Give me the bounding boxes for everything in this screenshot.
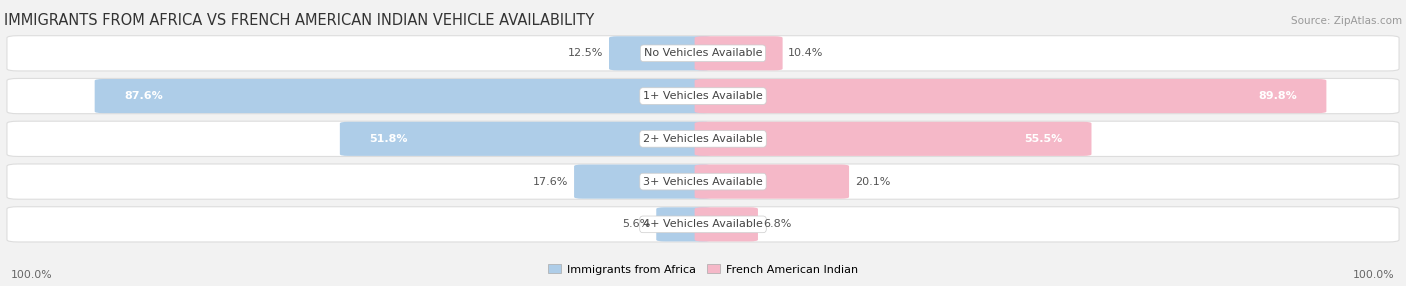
FancyBboxPatch shape: [7, 78, 1399, 114]
Text: No Vehicles Available: No Vehicles Available: [644, 48, 762, 58]
Text: 17.6%: 17.6%: [533, 176, 568, 186]
Text: Source: ZipAtlas.com: Source: ZipAtlas.com: [1291, 16, 1402, 26]
Text: 55.5%: 55.5%: [1024, 134, 1062, 144]
Text: 100.0%: 100.0%: [11, 270, 53, 280]
FancyBboxPatch shape: [340, 122, 711, 156]
Text: 10.4%: 10.4%: [789, 48, 824, 58]
Text: IMMIGRANTS FROM AFRICA VS FRENCH AMERICAN INDIAN VEHICLE AVAILABILITY: IMMIGRANTS FROM AFRICA VS FRENCH AMERICA…: [4, 13, 595, 28]
Text: 1+ Vehicles Available: 1+ Vehicles Available: [643, 91, 763, 101]
Text: 51.8%: 51.8%: [370, 134, 408, 144]
FancyBboxPatch shape: [94, 79, 711, 113]
Text: 89.8%: 89.8%: [1258, 91, 1298, 101]
Text: 6.8%: 6.8%: [763, 219, 792, 229]
FancyBboxPatch shape: [695, 164, 849, 199]
Text: 12.5%: 12.5%: [568, 48, 603, 58]
FancyBboxPatch shape: [7, 36, 1399, 71]
FancyBboxPatch shape: [7, 164, 1399, 199]
Text: 2+ Vehicles Available: 2+ Vehicles Available: [643, 134, 763, 144]
Text: 100.0%: 100.0%: [1353, 270, 1395, 280]
Text: 87.6%: 87.6%: [124, 91, 163, 101]
Legend: Immigrants from Africa, French American Indian: Immigrants from Africa, French American …: [544, 260, 862, 279]
FancyBboxPatch shape: [695, 79, 1326, 113]
FancyBboxPatch shape: [574, 164, 711, 199]
FancyBboxPatch shape: [609, 36, 711, 70]
Text: 4+ Vehicles Available: 4+ Vehicles Available: [643, 219, 763, 229]
FancyBboxPatch shape: [7, 121, 1399, 156]
Text: 20.1%: 20.1%: [855, 176, 890, 186]
FancyBboxPatch shape: [695, 122, 1091, 156]
FancyBboxPatch shape: [7, 207, 1399, 242]
Text: 5.6%: 5.6%: [623, 219, 651, 229]
FancyBboxPatch shape: [695, 36, 783, 70]
FancyBboxPatch shape: [695, 207, 758, 241]
Text: 3+ Vehicles Available: 3+ Vehicles Available: [643, 176, 763, 186]
FancyBboxPatch shape: [657, 207, 711, 241]
